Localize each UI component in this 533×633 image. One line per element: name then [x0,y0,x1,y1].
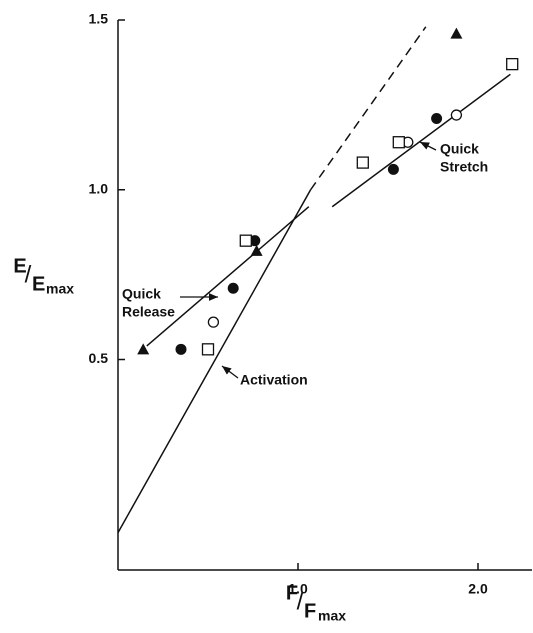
annotation: Quick [440,141,479,157]
y-label-numerator: E [13,255,26,277]
y-tick-label: 1.5 [89,11,109,27]
y-label-slash: / [25,261,32,288]
point [392,136,405,149]
x-tick-label: 2.0 [468,581,488,597]
x-label-subscript: max [318,608,346,624]
annotation: Activation [240,372,308,388]
fit-line [146,206,310,347]
y-label-denominator: E [32,273,45,295]
point [175,343,187,355]
x-label-slash: / [297,588,304,615]
point [450,27,463,39]
fit-line [309,26,427,191]
point [249,235,261,247]
point [356,156,369,169]
point [201,343,215,356]
point [227,282,239,294]
point [207,316,220,328]
arrow [221,365,239,379]
x-label-denominator: F [304,600,316,622]
point [239,234,252,247]
x-tick-label: 1.0 [288,581,308,597]
arrow [419,141,437,151]
point [137,343,150,355]
point [387,163,399,175]
point [431,112,443,124]
annotation: Release [122,304,175,320]
x-label-numerator: F [286,582,298,604]
annotation: Stretch [440,159,488,175]
point [250,244,263,256]
annotation: Quick [122,286,161,302]
y-tick-label: 1.0 [89,180,109,196]
point [506,57,519,71]
y-tick-label: 0.5 [89,350,109,366]
fit-line [117,189,312,534]
fit-line [331,73,511,208]
y-label-subscript: max [46,281,74,297]
point [450,109,463,121]
